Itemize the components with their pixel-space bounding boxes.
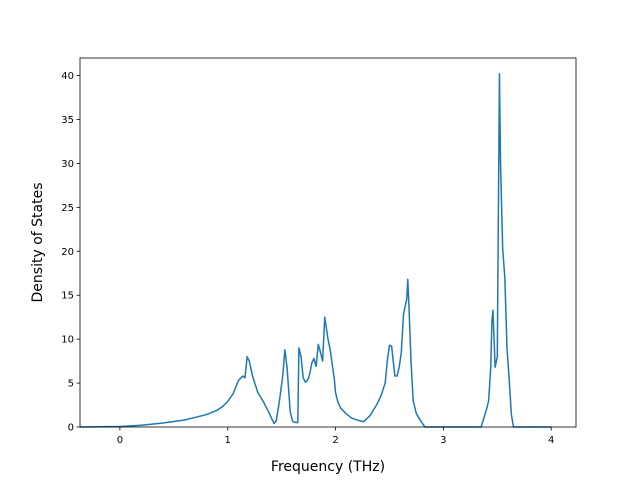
y-tick-label: 20 <box>61 247 74 258</box>
x-axis: 0 1 2 3 4 <box>117 427 554 446</box>
y-tick-label: 35 <box>61 115 74 126</box>
plot-area <box>79 73 552 428</box>
x-axis-title: Frequency (THz) <box>271 459 385 475</box>
x-tick-label: 2 <box>332 435 338 446</box>
dos-series-line-0 <box>79 73 552 428</box>
y-axis-title: Density of States <box>30 183 46 303</box>
y-tick-label: 25 <box>61 203 74 214</box>
y-tick-label: 0 <box>68 423 74 434</box>
y-axis: 0 5 10 15 20 25 30 35 40 <box>61 71 80 434</box>
y-tick-label: 40 <box>61 71 74 82</box>
x-tick-label: 1 <box>225 435 231 446</box>
x-tick-label: 0 <box>117 435 123 446</box>
axes-frame <box>79 57 577 428</box>
y-tick-label: 15 <box>61 291 74 302</box>
x-tick-label: 3 <box>440 435 446 446</box>
y-tick-label: 30 <box>61 159 74 170</box>
y-tick-label: 10 <box>61 335 74 346</box>
y-tick-label: 5 <box>68 379 74 390</box>
x-tick-label: 4 <box>548 435 554 446</box>
